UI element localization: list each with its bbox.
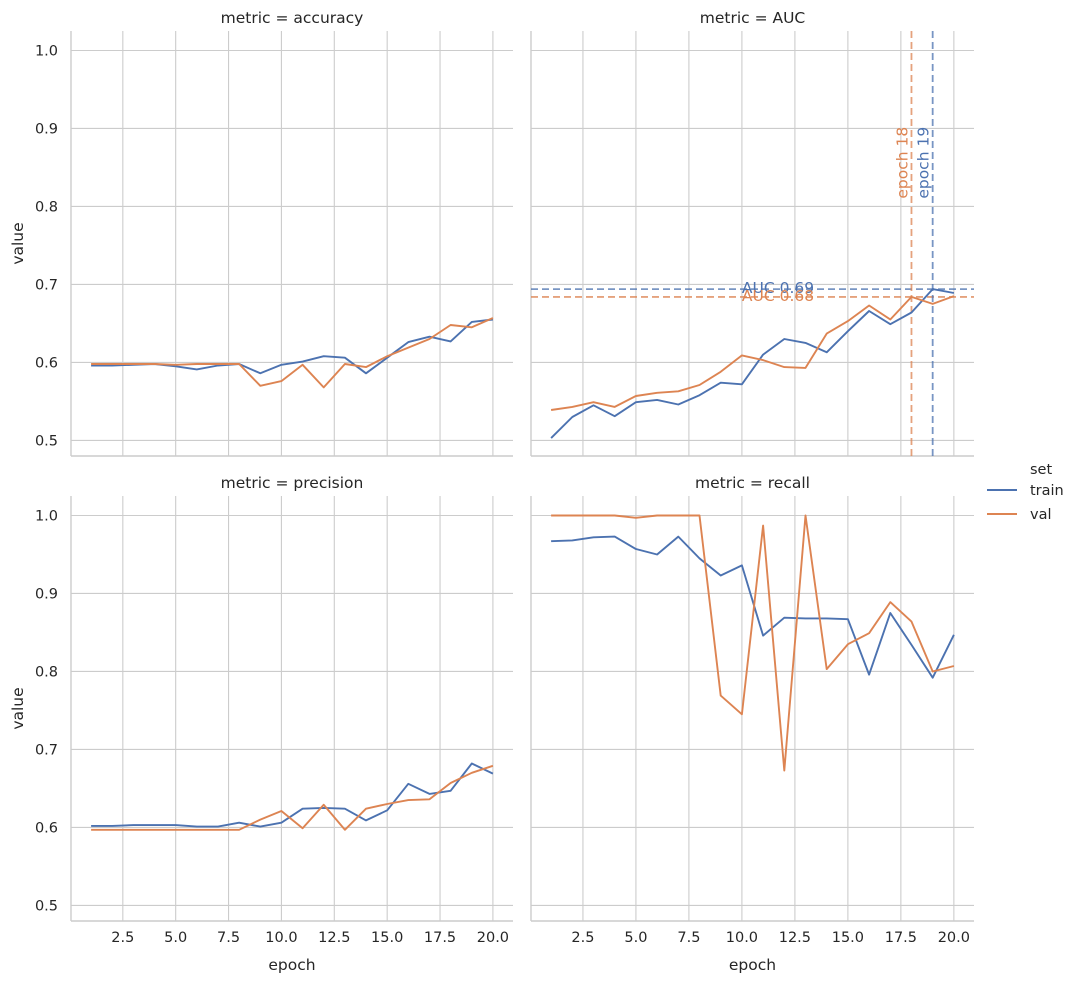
y-tick-label: 0.8 — [35, 199, 58, 215]
reference-hline-label: AUC 0.68 — [742, 287, 814, 305]
x-tick-label: 15.0 — [832, 930, 864, 946]
reference-hline-label: AUC 0.69 — [742, 279, 814, 297]
series-line-train — [550, 288, 955, 439]
facet-panel-3: 2.5 5.0 7.5 10.0 12.5 15.0 17.5 20.0 epoch metric… — [530, 474, 974, 974]
y-tick-label: 0.8 — [35, 664, 58, 680]
y-tick-label: 0.7 — [35, 277, 58, 293]
x-tick-label: 20.0 — [938, 930, 970, 946]
y-tick-label: 0.9 — [35, 121, 58, 137]
y-tick-label: 0.9 — [35, 586, 58, 602]
y-tick-label: 1.0 — [35, 508, 58, 524]
y-tick-label: 0.6 — [35, 355, 58, 371]
panel-title: metric = precision — [221, 474, 364, 492]
x-tick-label: 15.0 — [371, 930, 403, 946]
x-tick-label: 5.0 — [624, 930, 647, 946]
x-tick-label: 17.5 — [424, 930, 456, 946]
x-tick-label: 20.0 — [477, 930, 509, 946]
panel-title: metric = AUC — [700, 9, 806, 27]
y-tick-label: 0.5 — [35, 433, 58, 449]
panel-title: metric = accuracy — [221, 9, 364, 27]
series-line-val — [550, 295, 955, 411]
legend-title: set — [1030, 462, 1052, 478]
x-tick-label: 2.5 — [571, 930, 594, 946]
x-axis-label: epoch — [729, 956, 776, 974]
x-tick-label: 12.5 — [779, 930, 811, 946]
x-tick-label: 7.5 — [217, 930, 240, 946]
legend: set train val — [987, 462, 1064, 523]
reference-vline-label: epoch 18 — [893, 127, 911, 199]
x-tick-label: 5.0 — [164, 930, 187, 946]
x-tick-label: 2.5 — [111, 930, 134, 946]
series-line-val — [91, 317, 494, 389]
y-axis-label: value — [9, 222, 27, 264]
y-tick-label: 1.0 — [35, 43, 58, 59]
y-tick-label: 0.7 — [35, 742, 58, 758]
x-axis-label: epoch — [268, 956, 315, 974]
series-line-train — [551, 535, 955, 679]
x-tick-label: 7.5 — [677, 930, 700, 946]
y-tick-label: 0.6 — [35, 820, 58, 836]
facet-panel-0: 0.5 0.6 0.7 0.8 0.9 1.0 value metric = accuracy — [9, 9, 513, 457]
series-line-train — [91, 762, 494, 828]
legend-label-val: val — [1030, 507, 1052, 523]
x-tick-label: 12.5 — [318, 930, 350, 946]
x-tick-label: 17.5 — [885, 930, 917, 946]
y-axis-label: value — [9, 687, 27, 729]
reference-vline-label: epoch 19 — [915, 127, 933, 199]
facet-panel-2: 0.5 0.6 0.7 0.8 0.9 1.0 value 2.5 5.0 7.5 10.0 12.5… — [9, 474, 513, 974]
legend-label-train: train — [1030, 483, 1064, 499]
y-tick-label: 0.5 — [35, 898, 58, 914]
series-line-val — [91, 764, 494, 831]
x-tick-label: 10.0 — [265, 930, 297, 946]
series-line-train — [91, 318, 494, 375]
series-line-val — [551, 514, 955, 772]
x-tick-label: 10.0 — [726, 930, 758, 946]
panel-title: metric = recall — [695, 474, 810, 492]
